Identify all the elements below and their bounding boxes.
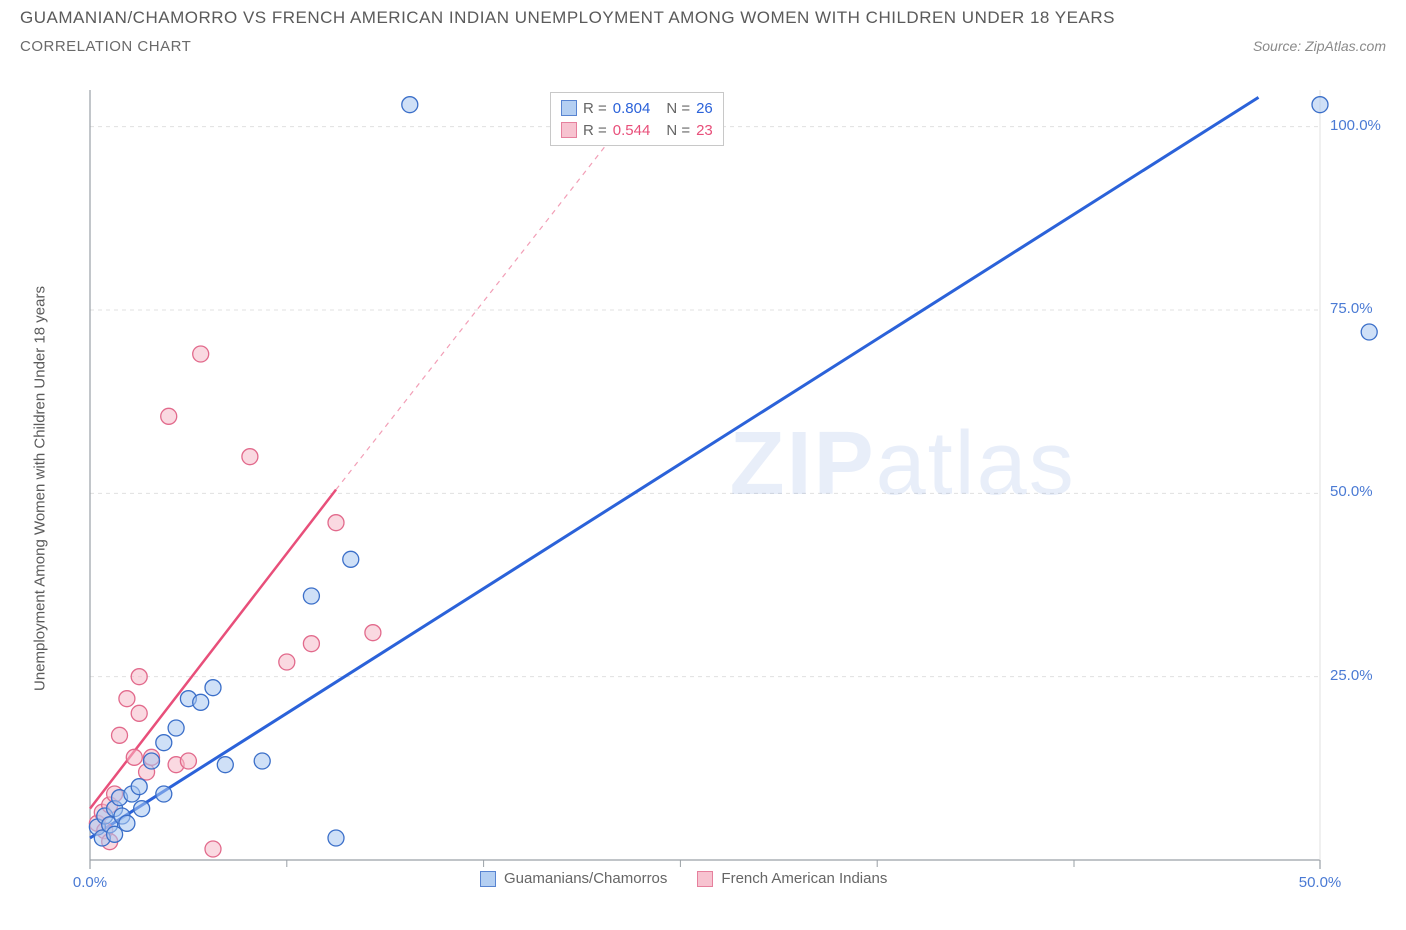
chart-container: Unemployment Among Women with Children U… xyxy=(50,80,1386,900)
y-tick-label: 50.0% xyxy=(1330,483,1373,500)
chart-subtitle: CORRELATION CHART xyxy=(20,38,191,55)
legend-r-label: R = xyxy=(583,122,607,139)
y-tick-label: 25.0% xyxy=(1330,667,1373,684)
subtitle-row: CORRELATION CHART Source: ZipAtlas.com xyxy=(20,38,1386,55)
legend-swatch xyxy=(561,100,577,116)
legend-r-label: R = xyxy=(583,100,607,117)
source-name: ZipAtlas.com xyxy=(1305,38,1386,54)
legend-n-value: 23 xyxy=(696,122,713,139)
legend-swatch xyxy=(561,122,577,138)
legend-r-value: 0.804 xyxy=(613,100,651,117)
series-legend-item: Guamanians/Chamorros xyxy=(480,870,667,887)
series-legend-item: French American Indians xyxy=(697,870,887,887)
chart-header: GUAMANIAN/CHAMORRO VS FRENCH AMERICAN IN… xyxy=(0,0,1406,55)
source-prefix: Source: xyxy=(1253,38,1305,54)
legend-n-value: 26 xyxy=(696,100,713,117)
y-tick-label: 100.0% xyxy=(1330,117,1381,134)
y-axis-label: Unemployment Among Women with Children U… xyxy=(32,286,49,691)
series-legend-label: French American Indians xyxy=(721,870,887,887)
legend-r-value: 0.544 xyxy=(613,122,651,139)
series-legend-label: Guamanians/Chamorros xyxy=(504,870,667,887)
y-tick-label: 75.0% xyxy=(1330,300,1373,317)
x-tick-label: 50.0% xyxy=(1299,874,1342,891)
scatter-plot xyxy=(50,80,1386,900)
correlation-legend-row: R = 0.544 N = 23 xyxy=(561,119,713,141)
correlation-legend-row: R = 0.804 N = 26 xyxy=(561,97,713,119)
correlation-legend: R = 0.804 N = 26 R = 0.544 N = 23 xyxy=(550,92,724,146)
chart-title: GUAMANIAN/CHAMORRO VS FRENCH AMERICAN IN… xyxy=(20,8,1386,28)
series-legend: Guamanians/Chamorros French American Indi… xyxy=(480,870,887,887)
legend-n-label: N = xyxy=(666,100,690,117)
legend-n-label: N = xyxy=(666,122,690,139)
x-tick-label: 0.0% xyxy=(73,874,107,891)
source-attribution: Source: ZipAtlas.com xyxy=(1253,38,1386,54)
legend-swatch xyxy=(697,871,713,887)
legend-swatch xyxy=(480,871,496,887)
